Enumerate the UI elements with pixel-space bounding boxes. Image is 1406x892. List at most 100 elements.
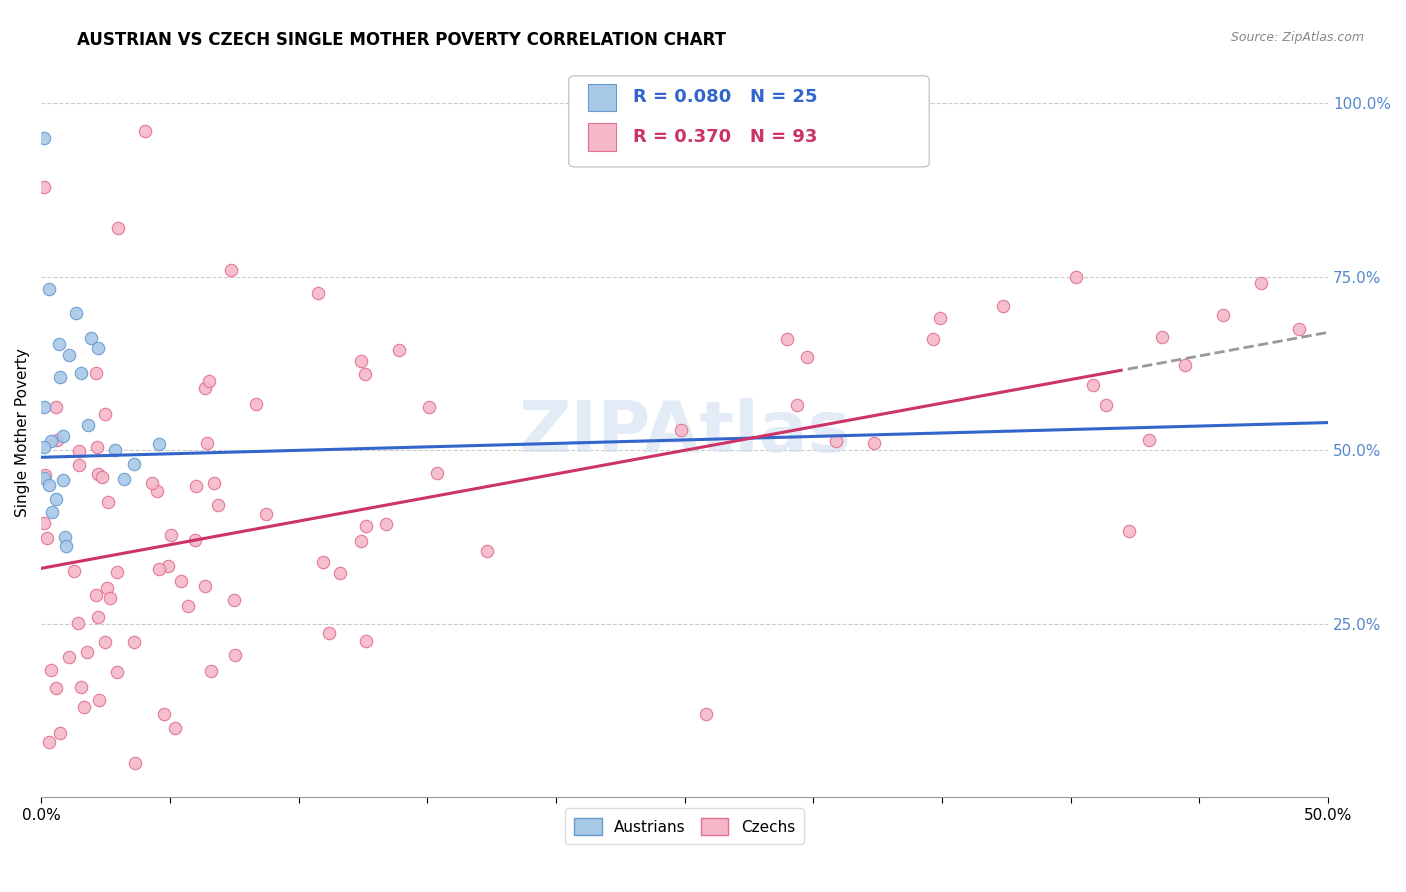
Point: [1212, 308, 1234, 322]
Point: [198, 375, 221, 389]
Point: [157, 558, 180, 573]
Point: [52, 429, 75, 443]
Point: [105, 565, 128, 579]
Point: [254, 507, 277, 521]
Point: [312, 555, 335, 569]
Point: [35, 532, 58, 546]
Point: [58, 649, 80, 664]
Point: [418, 401, 440, 415]
Point: [477, 544, 499, 558]
Point: [177, 599, 200, 614]
Point: [38, 478, 60, 492]
Point: [862, 435, 884, 450]
Point: [39, 434, 62, 448]
Point: [46, 433, 69, 447]
Point: [1064, 269, 1087, 284]
Point: [37, 735, 59, 749]
Text: R = 0.370   N = 93: R = 0.370 N = 93: [633, 128, 817, 146]
Point: [202, 475, 225, 490]
Point: [195, 435, 218, 450]
Point: [152, 706, 174, 721]
Point: [160, 528, 183, 542]
Point: [122, 635, 145, 649]
Bar: [588, 84, 616, 112]
Point: [45, 681, 67, 696]
Point: [91, 470, 114, 484]
Point: [148, 437, 170, 451]
Point: [426, 466, 449, 480]
FancyBboxPatch shape: [569, 76, 929, 167]
Point: [76, 645, 98, 659]
Point: [124, 756, 146, 770]
Point: [922, 332, 945, 346]
Point: [107, 221, 129, 235]
Point: [55, 539, 77, 553]
Point: [98, 591, 121, 606]
Point: [354, 519, 377, 533]
Point: [84, 366, 107, 380]
Point: [32, 131, 55, 145]
Point: [824, 434, 846, 448]
Point: [51, 474, 73, 488]
Point: [80, 331, 103, 345]
Point: [112, 472, 135, 486]
Point: [104, 442, 127, 457]
Point: [38, 282, 60, 296]
Point: [318, 625, 340, 640]
Point: [76, 417, 98, 432]
Point: [32, 401, 55, 415]
Point: [94, 634, 117, 648]
Point: [375, 517, 398, 532]
Point: [224, 648, 246, 662]
Point: [122, 457, 145, 471]
Point: [148, 562, 170, 576]
Text: R = 0.080   N = 25: R = 0.080 N = 25: [633, 88, 818, 106]
Point: [307, 285, 329, 300]
Point: [245, 397, 267, 411]
Point: [354, 633, 377, 648]
Point: [32, 516, 55, 530]
Point: [39, 663, 62, 677]
Point: [146, 484, 169, 499]
Point: [134, 124, 156, 138]
Point: [63, 564, 86, 578]
Point: [97, 495, 120, 509]
Point: [695, 707, 717, 722]
Point: [87, 341, 110, 355]
Point: [65, 306, 87, 320]
Point: [32, 179, 55, 194]
Point: [1250, 276, 1272, 290]
Point: [67, 444, 90, 458]
Point: [186, 478, 208, 492]
Point: [141, 475, 163, 490]
Point: [1094, 398, 1116, 412]
Point: [200, 664, 222, 678]
Point: [207, 499, 229, 513]
Point: [194, 579, 217, 593]
Point: [1152, 329, 1174, 343]
Point: [1081, 378, 1104, 392]
Point: [32, 441, 55, 455]
Point: [329, 566, 352, 581]
Point: [349, 534, 371, 549]
Point: [84, 588, 107, 602]
Point: [41, 505, 63, 519]
Point: [183, 533, 205, 547]
Point: [776, 332, 799, 346]
Point: [194, 381, 217, 395]
Point: [34, 468, 56, 483]
Point: [1288, 322, 1310, 336]
Point: [45, 491, 67, 506]
Point: [350, 354, 373, 368]
Y-axis label: Single Mother Poverty: Single Mother Poverty: [15, 349, 30, 517]
Point: [48, 725, 70, 739]
Point: [86, 467, 108, 481]
Point: [69, 366, 91, 380]
Point: [671, 423, 693, 437]
Text: AUSTRIAN VS CZECH SINGLE MOTHER POVERTY CORRELATION CHART: AUSTRIAN VS CZECH SINGLE MOTHER POVERTY …: [77, 31, 727, 49]
Point: [87, 610, 110, 624]
Point: [165, 721, 187, 735]
Point: [53, 531, 76, 545]
Legend: Austrians, Czechs: Austrians, Czechs: [565, 808, 804, 845]
Point: [1118, 524, 1140, 538]
